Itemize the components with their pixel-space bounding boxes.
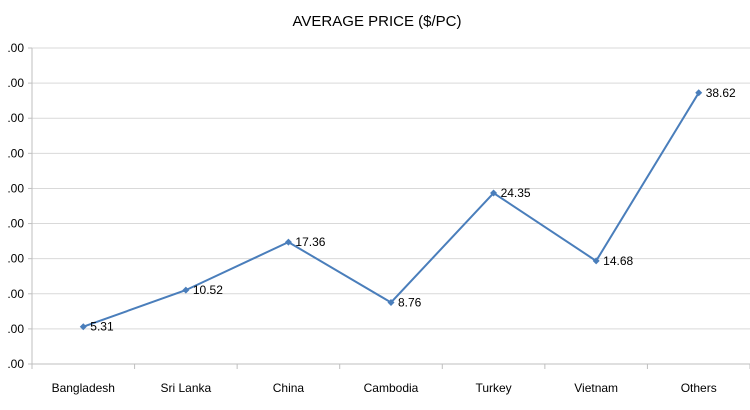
y-tick-label: .00: [7, 357, 24, 371]
chart-title: AVERAGE PRICE ($/PC): [293, 13, 462, 30]
data-point-marker: [387, 298, 395, 306]
y-tick-label: .00: [7, 287, 24, 301]
data-label: 38.62: [706, 86, 736, 100]
data-label: 5.31: [90, 320, 114, 334]
data-point-marker: [695, 89, 703, 97]
x-category-label: China: [273, 381, 305, 395]
data-label: 17.36: [295, 235, 325, 249]
y-tick-label: .00: [7, 41, 24, 55]
y-tick-label: .00: [7, 217, 24, 231]
series-layer: [79, 89, 703, 331]
x-category-label: Others: [681, 381, 717, 395]
data-labels: 5.31 10.52 17.36 8.76 24.35 14.68 38.62: [90, 86, 736, 334]
x-category-labels: Bangladesh Sri Lanka China Cambodia Turkey Vi…: [52, 381, 717, 395]
y-tick-label: .00: [7, 181, 24, 195]
x-category-label: Sri Lanka: [161, 381, 212, 395]
x-category-label: Cambodia: [364, 381, 419, 395]
y-tick-label: .00: [7, 111, 24, 125]
data-point-marker: [284, 238, 292, 246]
x-category-label: Vietnam: [574, 381, 618, 395]
y-tick-labels: .00 .00 .00 .00 .00 .00 .00 .00 .00 .00: [7, 41, 24, 371]
y-tick-label: .00: [7, 252, 24, 266]
data-label: 10.52: [193, 283, 223, 297]
y-tick-label: .00: [7, 146, 24, 160]
y-tick-label: .00: [7, 322, 24, 336]
axes: [28, 47, 750, 369]
series-line: [82, 92, 700, 328]
data-point-marker: [79, 323, 87, 331]
data-point-marker: [490, 189, 498, 197]
data-label: 8.76: [398, 295, 422, 309]
data-point-marker: [592, 257, 600, 265]
data-label: 14.68: [603, 254, 633, 268]
data-point-marker: [182, 286, 190, 294]
data-label: 24.35: [501, 186, 531, 200]
y-tick-label: .00: [7, 76, 24, 90]
gridlines: [32, 47, 750, 330]
x-category-label: Turkey: [475, 381, 511, 395]
x-category-label: Bangladesh: [52, 381, 115, 395]
